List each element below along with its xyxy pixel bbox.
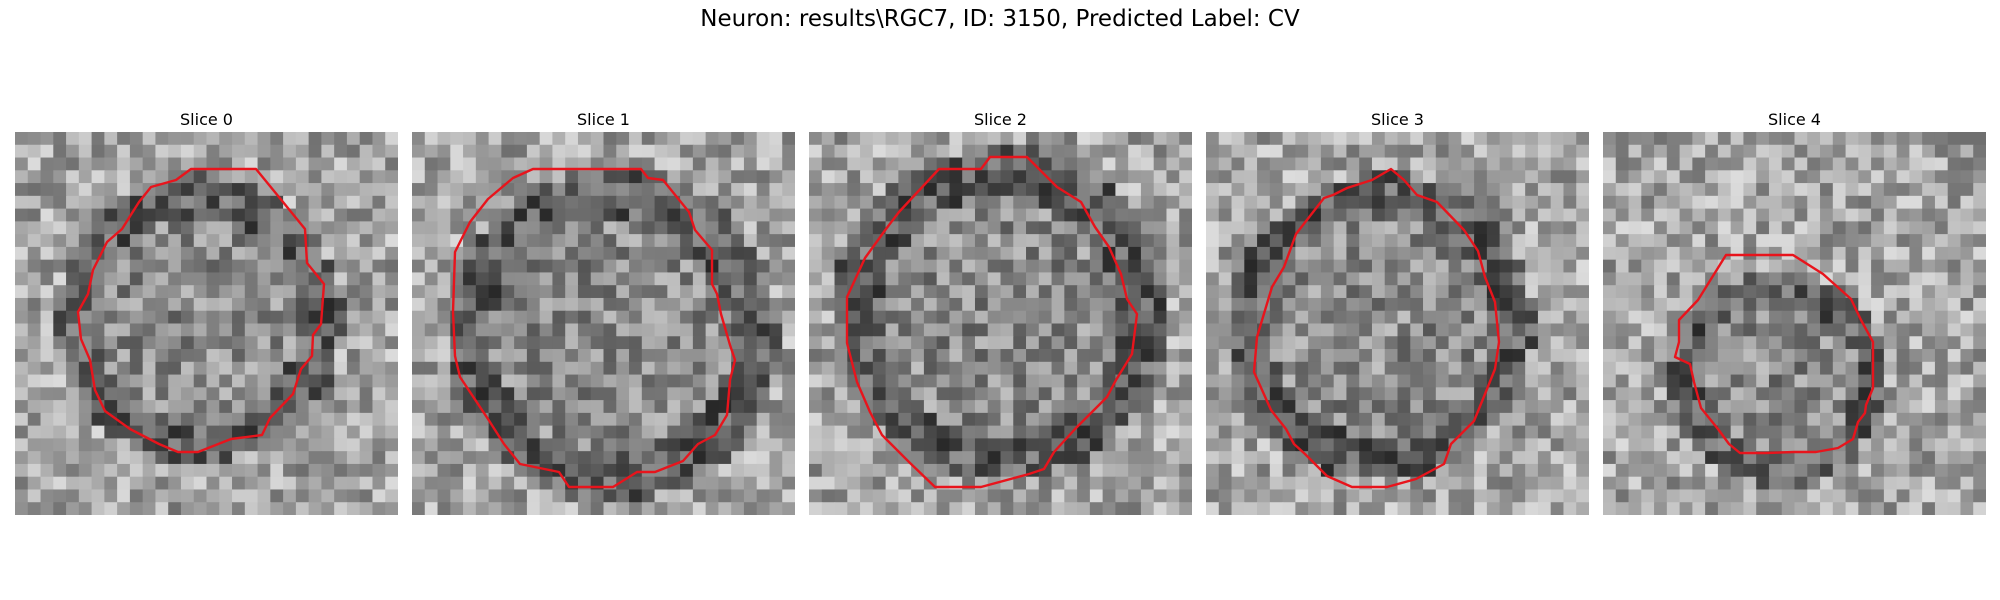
slice-image	[15, 132, 398, 515]
panel-slice-1: Slice 1	[412, 108, 795, 515]
panel-title: Slice 3	[1371, 110, 1424, 129]
slice-image	[809, 132, 1192, 515]
grayscale-pixels	[1206, 132, 1589, 515]
panel-title: Slice 2	[974, 110, 1027, 129]
slice-image	[412, 132, 795, 515]
roi-contour	[1252, 167, 1501, 489]
grayscale-pixels	[15, 132, 398, 515]
panel-slice-2: Slice 2	[809, 108, 1192, 515]
panel-title: Slice 0	[180, 110, 233, 129]
roi-contour	[451, 167, 737, 489]
grayscale-pixels	[1603, 132, 1986, 515]
grayscale-pixels	[809, 132, 1192, 515]
roi-contour	[845, 155, 1139, 489]
roi-contour	[76, 167, 326, 454]
roi-contour	[1673, 253, 1875, 455]
panel-slice-3: Slice 3	[1206, 108, 1589, 515]
panel-slice-0: Slice 0	[15, 108, 398, 515]
slice-image	[1206, 132, 1589, 515]
panel-title: Slice 1	[577, 110, 630, 129]
slice-image	[1603, 132, 1986, 515]
figure-title: Neuron: results\RGC7, ID: 3150, Predicte…	[700, 6, 1300, 32]
panel-title: Slice 4	[1768, 110, 1821, 129]
panel-slice-4: Slice 4	[1603, 108, 1986, 515]
grayscale-pixels	[412, 132, 795, 515]
